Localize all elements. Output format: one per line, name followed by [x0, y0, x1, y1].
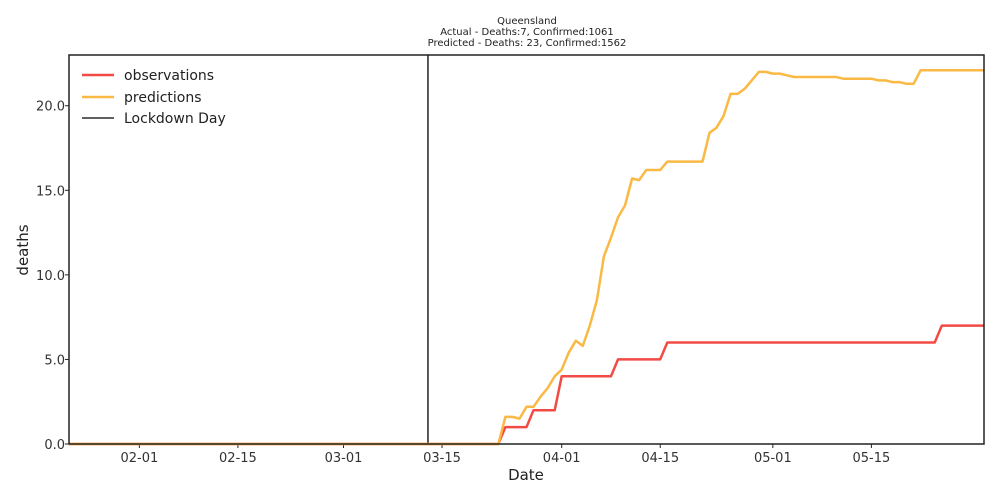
- x-tick-label: 04-01: [543, 451, 581, 466]
- chart-subtitle-actual: Actual - Deaths:7, Confirmed:1061: [440, 27, 614, 38]
- legend-label-observations: observations: [124, 68, 214, 84]
- legend-label-predictions: predictions: [124, 90, 202, 106]
- series-line-predictions: [69, 68, 984, 446]
- series-layer: [69, 68, 984, 446]
- series-line-observations: [69, 324, 984, 446]
- y-axis-label: deaths: [14, 224, 32, 275]
- x-axis-label: Date: [508, 466, 544, 484]
- legend: observations predictions Lockdown Day: [82, 68, 226, 127]
- chart-subtitle-predicted: Predicted - Deaths: 23, Confirmed:1562: [428, 38, 627, 49]
- chart-title: Queensland: [497, 16, 557, 27]
- x-tick-label: 05-01: [754, 451, 792, 466]
- x-tick-label: 05-15: [852, 451, 890, 466]
- y-tick-label: 0.0: [44, 438, 65, 453]
- x-tick-label: 02-01: [120, 451, 158, 466]
- x-tick-label: 04-15: [641, 451, 679, 466]
- y-tick-label: 10.0: [36, 269, 65, 284]
- x-tick-label: 02-15: [219, 451, 257, 466]
- y-tick-label: 15.0: [36, 184, 65, 199]
- y-tick-label: 20.0: [36, 100, 65, 115]
- legend-label-lockdown: Lockdown Day: [124, 111, 226, 127]
- plot-frame: [68, 54, 985, 445]
- x-tick-label: 03-15: [423, 451, 461, 466]
- x-tick-label: 03-01: [325, 451, 363, 466]
- y-tick-label: 5.0: [44, 353, 65, 368]
- axis-ticks: 02-01 02-15 03-01 03-15 04-01 04-15 05-01 05-15…: [36, 100, 890, 466]
